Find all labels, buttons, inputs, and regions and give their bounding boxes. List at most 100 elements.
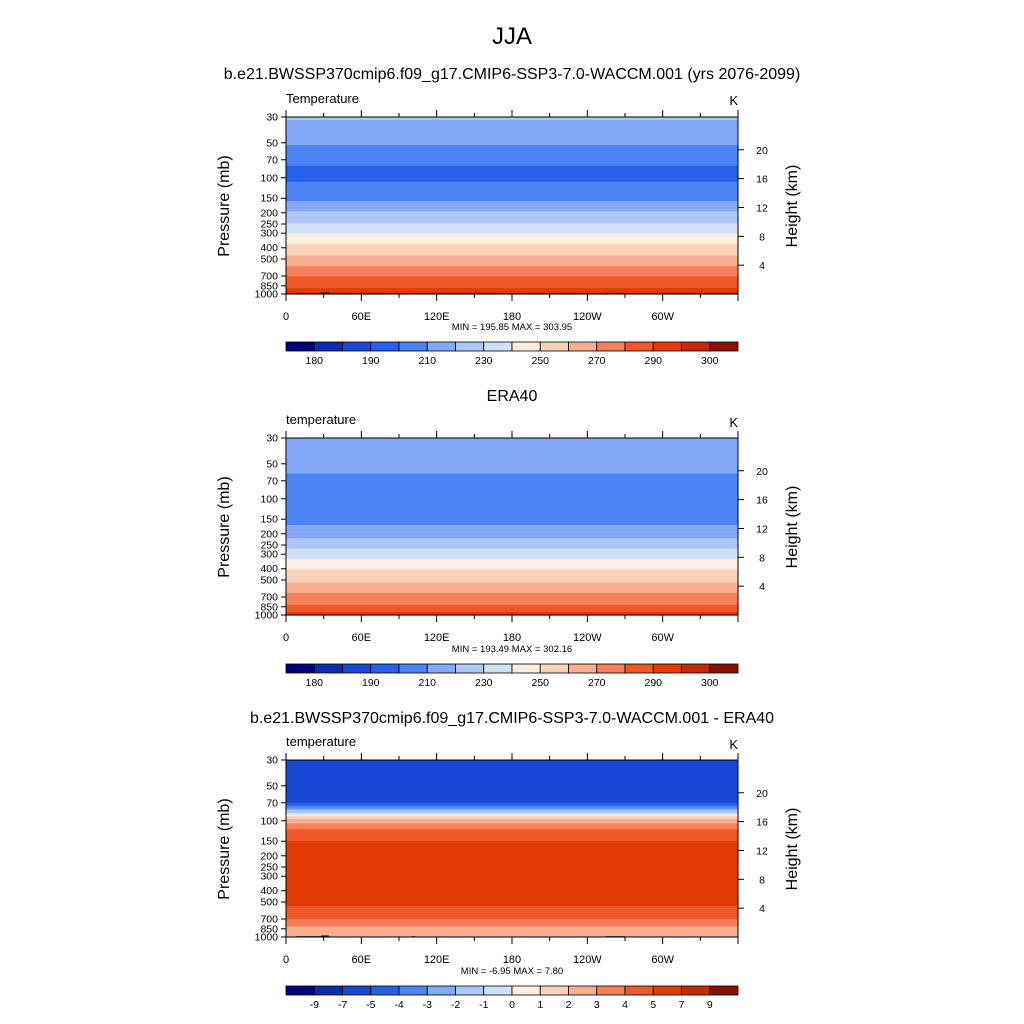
x-tick-label: 60E <box>352 632 372 644</box>
contour-band <box>286 164 738 167</box>
contour-band <box>286 133 738 136</box>
contour-band <box>286 589 738 592</box>
contour-band <box>286 539 738 542</box>
colorbar-label: 5 <box>650 999 656 1011</box>
contour-band <box>286 511 738 514</box>
contour-band <box>286 823 738 826</box>
contour-band <box>286 492 738 495</box>
colorbar-swatch <box>511 985 541 996</box>
min-max-stats: MIN = 195.85 MAX = 303.95 <box>452 322 572 333</box>
contour-band <box>286 585 738 588</box>
contour-band <box>286 777 738 780</box>
contour-band <box>286 468 738 472</box>
contour-band <box>286 184 738 187</box>
panel-variable-label: temperature <box>286 412 356 427</box>
contour-band <box>286 601 738 604</box>
x-tick-label: 180 <box>503 954 521 966</box>
contour-band <box>286 181 738 184</box>
y-axis-right-label: Height (km) <box>784 808 801 891</box>
axes: 3050701001502002503004005007008501000481… <box>255 431 768 644</box>
contour-band <box>286 610 738 613</box>
colorbar-swatch <box>568 985 598 996</box>
contour-band <box>286 257 738 260</box>
y-tick-label: 70 <box>266 475 278 487</box>
contour-band <box>286 233 738 236</box>
contour-band <box>286 886 738 889</box>
x-tick-label: 60W <box>651 954 674 966</box>
colorbar-swatch <box>709 663 739 674</box>
contour-band <box>286 857 738 860</box>
y-axis-label: Pressure (mb) <box>216 155 233 256</box>
contour-band <box>286 131 738 134</box>
y-tick-label: 850 <box>260 601 278 613</box>
contour-band <box>286 283 738 286</box>
colorbar-label: 1 <box>537 999 543 1011</box>
contour-band <box>286 545 738 548</box>
y-tick-label: 850 <box>260 923 278 935</box>
contour-band <box>286 476 738 479</box>
y-axis-label: Pressure (mb) <box>216 476 233 577</box>
contour-band <box>286 916 738 919</box>
contour-band <box>286 274 738 277</box>
x-tick-label: 120W <box>573 311 602 323</box>
y-tick-label: 500 <box>260 897 278 909</box>
contour-band <box>286 240 738 243</box>
y-right-tick-label: 4 <box>759 260 765 272</box>
x-tick-label: 0 <box>283 954 289 966</box>
contour-band <box>286 502 738 505</box>
y-right-tick-label: 20 <box>756 145 768 157</box>
contour-band <box>286 533 738 536</box>
contour-band <box>286 516 738 519</box>
contour-band <box>286 570 738 573</box>
contour-band <box>286 285 738 288</box>
contour-band <box>286 907 738 910</box>
contour-band <box>286 813 738 816</box>
contour-band <box>286 908 738 912</box>
y-tick-label: 250 <box>260 219 278 231</box>
contour-band <box>286 579 738 582</box>
colorbar: 180 190 210 230 250 270 290 300 <box>285 341 739 367</box>
contour-band <box>286 556 738 559</box>
contour-band <box>286 836 738 839</box>
x-tick-label: 180 <box>503 311 521 323</box>
y-right-tick-label: 8 <box>759 231 765 243</box>
land-mask <box>321 292 329 294</box>
colorbar-label: -4 <box>394 999 403 1011</box>
contour-band <box>286 134 738 137</box>
contour-band <box>286 551 738 554</box>
colorbar-swatch <box>483 985 513 996</box>
contour-band <box>286 125 738 128</box>
min-max-stats: MIN = -6.95 MAX = 7.80 <box>461 966 563 977</box>
contour-band <box>286 879 738 882</box>
contour-band <box>286 928 738 931</box>
colorbar-swatch <box>681 663 711 674</box>
colorbar-swatch <box>568 663 598 674</box>
contour-band <box>286 564 738 567</box>
colorbar-label: 250 <box>531 355 549 367</box>
contour-band <box>286 482 738 485</box>
contour-band <box>286 554 738 557</box>
contour-band <box>286 480 738 483</box>
contour-band <box>286 572 738 575</box>
contour-band <box>286 591 738 594</box>
contour-band <box>286 760 738 763</box>
panel-obs: ERA40 temperature K 30507010015020025030… <box>216 388 801 689</box>
contour-band <box>286 204 738 207</box>
contour-band <box>286 835 738 838</box>
contour-band <box>286 861 738 864</box>
colorbar-label: 250 <box>531 677 549 689</box>
colorbar-swatch <box>455 663 485 674</box>
contour-band <box>286 150 738 153</box>
contour-band <box>286 471 738 474</box>
contour-band <box>286 903 738 906</box>
contour-band <box>286 291 738 294</box>
colorbar-swatch <box>313 341 343 352</box>
colorbar-swatch <box>285 341 315 352</box>
contour-band <box>286 891 738 894</box>
contour-band <box>286 173 738 176</box>
contour-band <box>286 819 738 822</box>
min-max-stats: MIN = 193.49 MAX = 302.16 <box>452 644 572 655</box>
contour-band <box>286 892 738 895</box>
colorbar-swatch <box>652 663 682 674</box>
y-axis-label: Pressure (mb) <box>216 798 233 899</box>
